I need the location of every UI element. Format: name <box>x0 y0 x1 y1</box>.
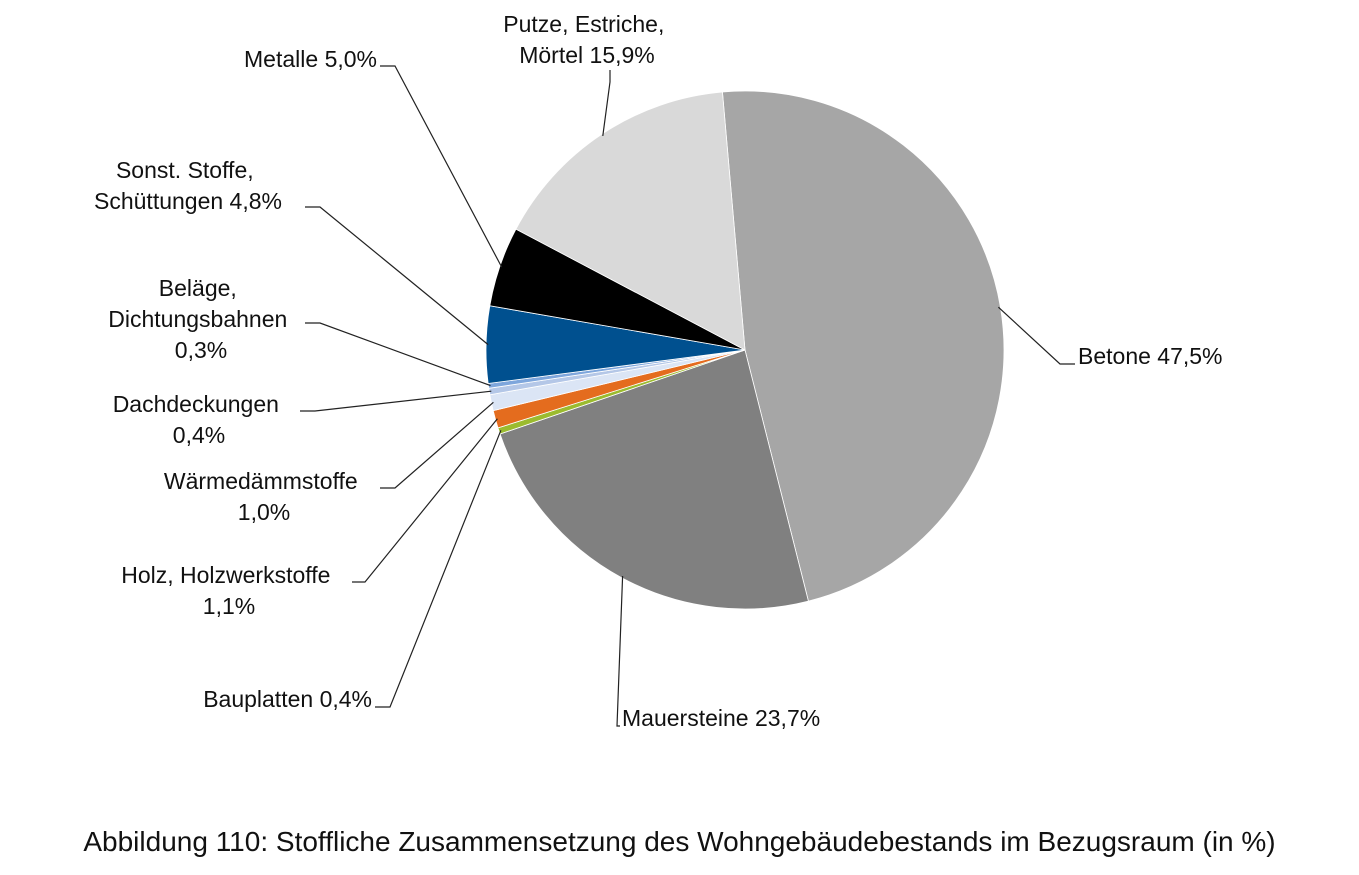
figure-caption: Abbildung 110: Stoffliche Zusammensetzun… <box>83 826 1276 857</box>
pie-slice-9 <box>515 91 746 351</box>
pie-slice-0 <box>721 90 1005 602</box>
leader-line-2 <box>375 430 502 708</box>
slice-label-betone: Betone 47,5% <box>1078 343 1223 369</box>
leader-line-0 <box>997 306 1075 365</box>
leader-line-9 <box>602 70 611 136</box>
leader-line-8 <box>380 65 503 268</box>
slice-label-sonst-stoffe: Sonst. Stoffe, Schüttungen 4,8% <box>94 157 282 214</box>
pie-slices <box>485 90 1005 610</box>
leader-line-3 <box>352 418 498 583</box>
slice-label-waermedaemmstoffe: Wärmedämmstoffe 1,0% <box>164 468 364 525</box>
slice-label-putze: Putze, Estriche, Mörtel 15,9% <box>503 11 670 68</box>
leader-line-4 <box>380 401 494 489</box>
slice-label-metalle: Metalle 5,0% <box>244 46 377 72</box>
pie-chart: Betone 47,5% Mauersteine 23,7% Bauplatte… <box>94 11 1223 731</box>
slice-label-bauplatten: Bauplatten 0,4% <box>203 686 372 712</box>
slice-label-dachdeckungen: Dachdeckungen 0,4% <box>113 391 286 448</box>
leader-line-1 <box>616 575 624 727</box>
slice-label-holz: Holz, Holzwerkstoffe 1,1% <box>121 562 337 619</box>
leader-line-5 <box>300 390 492 412</box>
slice-label-belaege: Beläge, Dichtungsbahnen 0,3% <box>108 275 293 363</box>
pie-slice-1 <box>499 349 809 610</box>
leader-lines <box>300 65 1075 727</box>
leader-line-7 <box>305 206 489 346</box>
leader-line-6 <box>305 322 491 387</box>
slice-label-mauersteine: Mauersteine 23,7% <box>622 705 820 731</box>
